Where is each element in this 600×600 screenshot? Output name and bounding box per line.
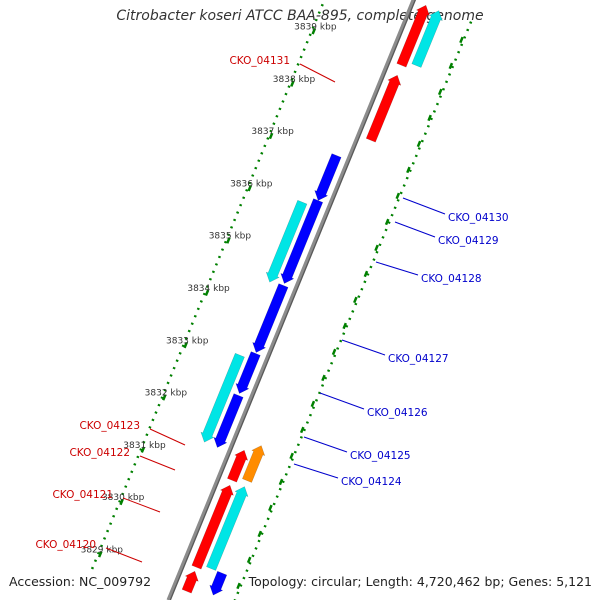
forward-gene-arrow [396, 4, 430, 68]
scale-tick-label: 3831 kbp [123, 441, 166, 451]
scale-dash-left [268, 504, 273, 512]
forward-gene-arrow [181, 570, 199, 594]
scale-tick [97, 551, 103, 558]
forward-cyan-gene-arrow [411, 10, 443, 68]
gene-label: CKO_04125 [350, 450, 411, 462]
gene-label: CKO_04120 [35, 539, 96, 551]
backbone-line [166, 0, 415, 600]
forward-gene-arrow [191, 484, 234, 570]
orange-gene-arrow [242, 445, 266, 483]
scale-dash-left [257, 530, 263, 538]
scale-dash-left [331, 348, 337, 356]
backbone-shadow [169, 0, 417, 600]
reverse-cyan-gene-arrow [265, 199, 308, 283]
scale-tick-label: 3829 kbp [81, 546, 124, 556]
gene-label-leader [139, 455, 176, 471]
gene-label-leader [105, 547, 143, 563]
scale-tick [162, 394, 167, 401]
scale-dash-left [374, 244, 379, 252]
reverse-gene-arrow [314, 153, 342, 201]
scale-tick [311, 28, 317, 35]
gene-label-leader [402, 197, 446, 215]
scale-dots-right [90, 0, 326, 570]
scale-tick-label: 3838 kbp [273, 75, 316, 85]
scale-tick [290, 80, 295, 87]
reverse-gene-arrow [252, 283, 289, 353]
reverse-gene-arrow [280, 198, 324, 284]
scale-dash-left [236, 582, 241, 590]
scale-dash-left [459, 36, 464, 44]
scale-tick-label: 3836 kbp [230, 179, 273, 189]
reverse-gene-arrow [235, 351, 261, 394]
scale-dash-left [384, 218, 390, 226]
scale-dash-left [416, 140, 422, 148]
scale-tick-label: 3833 kbp [166, 336, 209, 346]
scale-tick [140, 446, 146, 453]
scale-dash-left [353, 296, 358, 304]
scale-tick-label: 3839 kbp [294, 23, 337, 33]
forward-gene-arrow [365, 74, 402, 143]
forward-cyan-gene-arrow [206, 486, 249, 571]
gene-label: CKO_04126 [367, 407, 428, 419]
scale-dash-left [427, 114, 432, 122]
scale-dash-left [395, 192, 401, 200]
scale-dash-left [321, 374, 326, 382]
gene-label: CKO_04130 [448, 212, 509, 224]
gene-label-leader [375, 261, 419, 276]
scale-tick [183, 341, 188, 349]
scale-dots-left [233, 17, 474, 600]
scale-dash-left [310, 400, 316, 408]
accession-text: Accession: NC_009792 [9, 574, 152, 589]
gene-label-leader [122, 497, 161, 513]
forward-gene-arrow [227, 449, 249, 483]
gene-label: CKO_04122 [69, 447, 130, 459]
scale-dash-left [437, 88, 443, 96]
gene-label-leader [299, 63, 336, 83]
scale-tick [247, 184, 253, 192]
gene-label: CKO_04129 [438, 235, 499, 247]
scale-tick [268, 132, 274, 140]
scale-dash-left [342, 322, 348, 330]
scale-tick-label: 3834 kbp [187, 284, 230, 294]
scale-dash-left [448, 62, 454, 70]
scale-tick [226, 237, 231, 244]
genome-summary-text: Topology: circular; Length: 4,720,462 bp… [248, 574, 592, 589]
map-title: Citrobacter koseri ATCC BAA-895, complet… [116, 8, 484, 24]
scale-tick [204, 289, 210, 297]
gene-label-leader [341, 339, 386, 356]
scale-tick-label: 3837 kbp [251, 127, 294, 137]
gene-label: CKO_04127 [388, 353, 449, 365]
scale-dash-left [278, 478, 284, 486]
gene-label: CKO_04121 [52, 489, 113, 501]
reverse-cyan-gene-arrow [200, 352, 245, 443]
gene-label-leader [303, 436, 348, 453]
scale-dash-left [246, 556, 252, 564]
scale-dash-left [406, 166, 411, 174]
scale-dash-left [363, 270, 369, 278]
gene-label: CKO_04128 [421, 273, 482, 285]
scale-tick-label: 3832 kbp [145, 389, 188, 399]
gene-label-leader [149, 428, 186, 446]
gene-label-leader [394, 221, 436, 238]
scale-dash-left [299, 426, 305, 434]
scale-dash-left [289, 452, 294, 460]
gene-label: CKO_04131 [229, 55, 290, 67]
gene-label-leader [319, 392, 365, 410]
scale-tick [119, 498, 124, 506]
gene-label: CKO_04123 [79, 420, 140, 432]
scale-tick-label: 3835 kbp [209, 232, 252, 242]
reverse-gene-arrow [209, 570, 228, 596]
gene-label: CKO_04124 [341, 476, 402, 488]
gene-label-leader [293, 463, 339, 479]
reverse-gene-arrow [213, 393, 244, 448]
